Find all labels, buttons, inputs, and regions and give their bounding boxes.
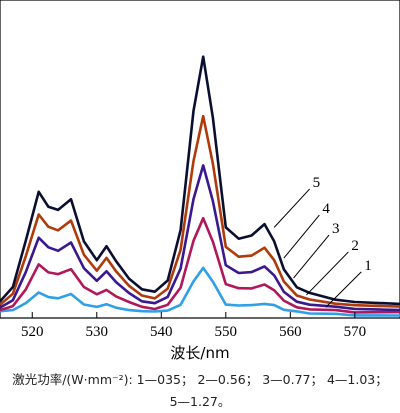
series-leader-line-2 (306, 251, 349, 296)
x-tick-label-550: 550 (215, 324, 238, 340)
series-line-2 (0, 216, 400, 314)
series-label-1: 1 (364, 258, 372, 274)
x-axis-label: 波长/nm (170, 344, 229, 362)
x-tick-label-520: 520 (21, 324, 44, 340)
x-tick-label-560: 560 (279, 324, 302, 340)
series-label-5: 5 (313, 175, 321, 191)
plot-frame (0, 0, 400, 319)
series-label-4: 4 (322, 201, 330, 217)
series-line-5 (0, 55, 400, 306)
caption-line-2: 5—1.27。 (169, 394, 231, 409)
series-leader-line-5 (273, 188, 311, 228)
x-tick-label-540: 540 (150, 324, 173, 340)
caption-line-1: 激光功率/(W·mm⁻²): 1—035； 2—0.56； 3—0.77； 4—… (12, 372, 388, 387)
series-line-4 (0, 114, 400, 308)
series-leader-line-3 (293, 234, 330, 279)
series-label-2: 2 (351, 238, 359, 254)
x-tick-label-530: 530 (86, 324, 109, 340)
series-leader-line-1 (325, 271, 362, 308)
series-line-1 (0, 266, 400, 317)
series-line-3 (0, 164, 400, 312)
series-label-3: 3 (332, 221, 340, 237)
x-tick-label-570: 570 (344, 324, 367, 340)
series-leader-line-4 (283, 214, 320, 259)
